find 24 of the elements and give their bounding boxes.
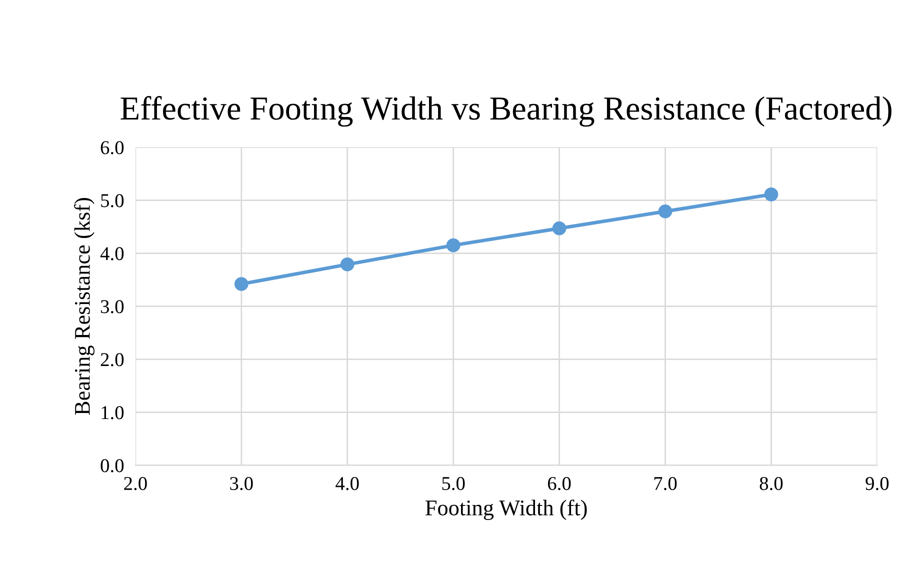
- chart-title: Effective Footing Width vs Bearing Resistance (Factored): [120, 96, 892, 127]
- y-tick-label: 6.0: [100, 141, 124, 154]
- x-tick-label: 2.0: [124, 476, 147, 490]
- point: [234, 277, 248, 291]
- x-tick-label: 4.0: [336, 476, 359, 490]
- x-tick-label: 5.0: [442, 476, 465, 490]
- point: [764, 187, 778, 202]
- point: [446, 238, 460, 252]
- y-tick-label: 5.0: [101, 194, 124, 208]
- x-tick-label: 6.0: [548, 476, 571, 490]
- x-tick-label: 3.0: [230, 476, 253, 490]
- point: [552, 221, 566, 236]
- y-tick-label: 2.0: [100, 353, 124, 366]
- x-axis-title: Footing Width (ft): [426, 500, 587, 520]
- x-tick-label: 7.0: [654, 476, 677, 490]
- y-axis-title: Bearing Resistance (ksf): [74, 198, 94, 415]
- y-tick-label: 1.0: [102, 406, 124, 420]
- x-tick-label: 9.0: [866, 476, 889, 490]
- y-tick-label: 3.0: [100, 300, 124, 314]
- y-tick-label: 0.0: [100, 459, 124, 472]
- y-tick-label: 4.0: [100, 247, 124, 260]
- point: [340, 257, 354, 272]
- x-tick-label: 8.0: [760, 476, 783, 490]
- point: [658, 204, 672, 218]
